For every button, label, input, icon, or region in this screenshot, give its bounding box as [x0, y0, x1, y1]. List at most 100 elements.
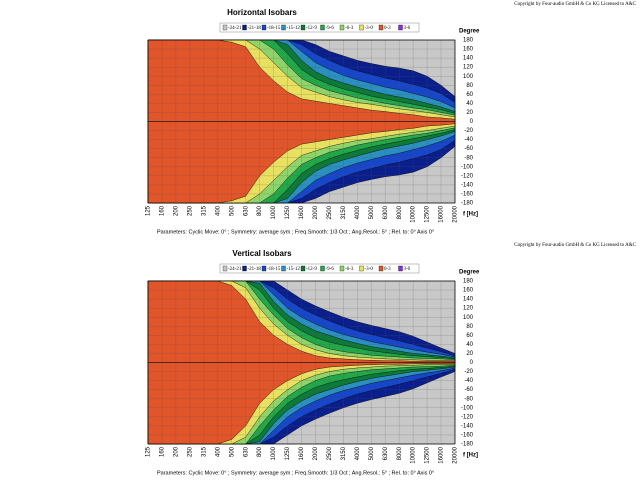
- x-tick-label: 1600: [299, 205, 305, 219]
- x-tick-label: 6300: [383, 446, 389, 460]
- x-tick-label: 500: [229, 205, 235, 216]
- x-tick-label: 1600: [299, 446, 305, 460]
- x-tick-label: 400: [215, 205, 221, 216]
- x-tick-label: 8000: [397, 446, 403, 460]
- y-tick-label: -100: [461, 164, 474, 170]
- x-tick-label: 1000: [271, 205, 277, 219]
- y-tick-label: 20: [466, 351, 473, 357]
- legend-label: -18-15: [267, 26, 281, 31]
- legend-swatch: [222, 265, 228, 272]
- x-tick-label: 3150: [341, 446, 347, 460]
- x-tick-label: 12500: [425, 446, 431, 463]
- x-tick-label: 630: [243, 446, 249, 457]
- x-tick-label: 12500: [425, 205, 431, 222]
- y-tick-label: 80: [466, 324, 473, 330]
- y-tick-label: -180: [461, 201, 474, 207]
- y-tick-label: 120: [463, 306, 474, 312]
- x-tick-label: 1000: [271, 446, 277, 460]
- y-tick-label: 40: [466, 101, 473, 107]
- x-tick-label: 200: [173, 205, 179, 216]
- legend-label: 3-6: [404, 26, 411, 31]
- x-axis-label: f [Hz]: [463, 212, 478, 218]
- x-tick-label: 16000: [439, 205, 445, 222]
- y-tick-label: -140: [461, 423, 474, 429]
- x-tick-label: 500: [229, 446, 235, 457]
- legend-swatch: [378, 24, 384, 31]
- legend-label: -21-18: [248, 26, 262, 31]
- y-tick-label: 160: [463, 47, 474, 53]
- legend-swatch: [300, 265, 306, 272]
- x-tick-label: 160: [160, 205, 166, 216]
- y-tick-label: 180: [463, 279, 474, 285]
- legend-swatch: [300, 24, 306, 31]
- legend-swatch: [222, 24, 228, 31]
- y-tick-label: -40: [464, 378, 473, 384]
- y-tick-label: 160: [463, 288, 474, 294]
- y-tick-label: 0: [470, 360, 474, 366]
- legend-swatch: [320, 24, 325, 31]
- legend-swatch: [281, 24, 286, 31]
- y-tick-label: -20: [464, 369, 473, 375]
- x-tick-label: 10000: [411, 446, 417, 463]
- legend-label: -12-9: [306, 267, 317, 272]
- x-tick-label: 2500: [327, 446, 333, 460]
- legend-swatch: [242, 265, 247, 272]
- legend-label: 0-3: [384, 26, 391, 31]
- y-tick-label: -80: [464, 396, 473, 402]
- y-tick-label: 0: [470, 119, 474, 125]
- x-tick-label: 2000: [313, 446, 319, 460]
- y-tick-label: -140: [461, 182, 474, 188]
- chart-title: Horizontal Isobars: [227, 8, 297, 17]
- x-tick-label: 10000: [411, 205, 417, 222]
- x-tick-label: 8000: [397, 205, 403, 219]
- x-tick-label: 125: [146, 205, 152, 216]
- x-tick-label: 1250: [285, 446, 291, 460]
- legend-swatch: [320, 265, 325, 272]
- x-tick-label: 6300: [383, 205, 389, 219]
- legend-swatch: [398, 24, 403, 31]
- legend-swatch: [261, 24, 267, 31]
- legend-label: -15-12: [287, 26, 301, 31]
- x-tick-label: 160: [160, 446, 166, 457]
- y-tick-label: 140: [463, 56, 474, 62]
- x-tick-label: 1250: [285, 205, 291, 219]
- parameters: Parameters: Cyclic Move: 0° ; Symmetry: …: [157, 229, 434, 235]
- x-tick-label: 400: [215, 446, 221, 457]
- y-tick-label: 40: [466, 342, 473, 348]
- copyright: Copyright by Four-audio GmbH & Co KG Lic…: [514, 243, 636, 248]
- x-tick-label: 250: [187, 446, 193, 457]
- legend-swatch: [339, 265, 345, 272]
- legend-label: -6-3: [345, 267, 354, 272]
- y-tick-label: 180: [463, 38, 474, 44]
- legend-swatch: [261, 265, 267, 272]
- x-tick-label: 800: [257, 205, 263, 216]
- y-tick-label: -60: [464, 387, 473, 393]
- y-tick-label: 100: [463, 74, 474, 80]
- plot-frame: [147, 280, 456, 445]
- legend-label: -24-21: [228, 267, 242, 272]
- plot-frame: [147, 39, 456, 204]
- legend-label: -12-9: [306, 26, 317, 31]
- legend-label: -6-3: [345, 26, 354, 31]
- legend-swatch: [359, 24, 364, 31]
- x-tick-label: 3150: [341, 205, 347, 219]
- x-tick-label: 16000: [439, 446, 445, 463]
- x-tick-label: 800: [257, 446, 263, 457]
- y-tick-label: -60: [464, 146, 473, 152]
- x-tick-label: 4000: [355, 446, 361, 460]
- legend-label: -3-0: [365, 26, 374, 31]
- legend-label: -21-18: [248, 267, 262, 272]
- legend-swatch: [359, 265, 364, 272]
- y-tick-label: -120: [461, 173, 474, 179]
- y-tick-label: -120: [461, 414, 474, 420]
- legend-swatch: [281, 265, 286, 272]
- y-tick-label: -20: [464, 128, 473, 134]
- legend-swatch: [378, 265, 384, 272]
- y-tick-label: 100: [463, 315, 474, 321]
- x-tick-label: 5000: [369, 205, 375, 219]
- legend-swatch: [242, 24, 247, 31]
- x-tick-label: 315: [201, 446, 207, 457]
- y-axis-label: Degree: [459, 29, 480, 35]
- y-tick-label: 20: [466, 110, 473, 116]
